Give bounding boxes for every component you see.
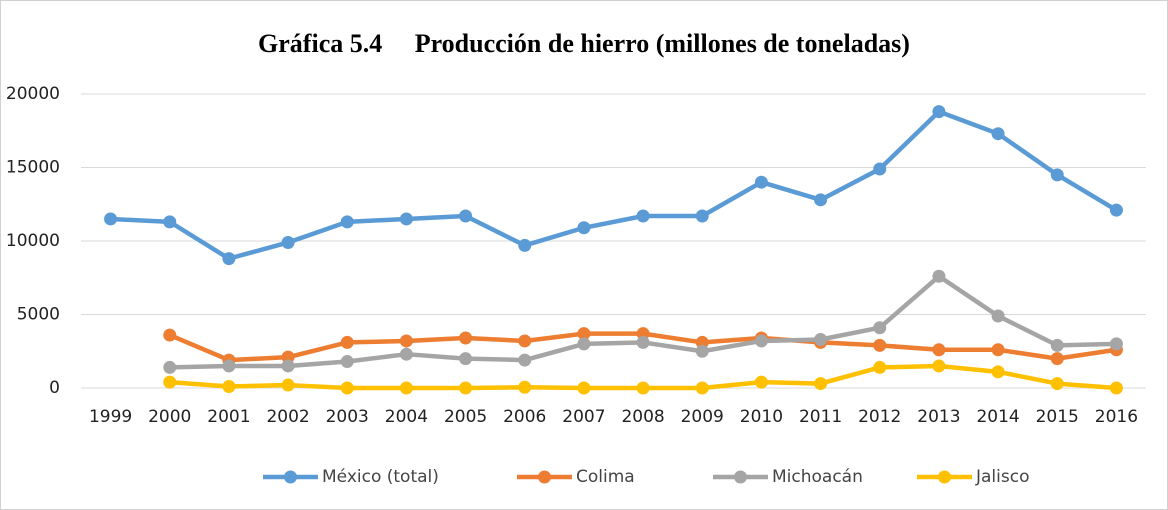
data-point: [636, 335, 650, 349]
data-point: [991, 309, 1005, 323]
data-point: [577, 221, 591, 235]
data-point: [814, 193, 828, 207]
data-point: [340, 381, 354, 395]
x-tick-label: 2008: [621, 407, 664, 427]
data-point: [1109, 203, 1123, 217]
data-point: [636, 209, 650, 223]
data-point: [754, 175, 768, 189]
data-point: [932, 269, 946, 283]
data-point: [695, 344, 709, 358]
data-point: [873, 360, 887, 374]
data-point: [577, 381, 591, 395]
x-tick-label: 2012: [858, 407, 901, 427]
data-point: [459, 331, 473, 345]
data-point: [518, 334, 532, 348]
x-tick-label: 2004: [385, 407, 428, 427]
x-tick-label: 1999: [89, 407, 132, 427]
data-point: [991, 365, 1005, 379]
data-point: [754, 375, 768, 389]
data-point: [163, 328, 177, 342]
legend-marker: [734, 470, 747, 484]
data-point: [281, 378, 295, 392]
data-point: [1109, 337, 1123, 351]
data-point: [577, 327, 591, 341]
data-point: [340, 335, 354, 349]
data-point: [991, 343, 1005, 357]
legend-label: Jalisco: [975, 467, 1029, 487]
x-tick-label: 2001: [207, 407, 250, 427]
x-tick-label: 2010: [740, 407, 783, 427]
x-tick-label: 2014: [976, 407, 1019, 427]
y-tick-label: 10000: [6, 231, 60, 251]
data-point: [873, 338, 887, 352]
x-tick-label: 2006: [503, 407, 546, 427]
chart-title: Gráfica 5.4 Producción de hierro (millon…: [258, 29, 910, 58]
data-point: [577, 337, 591, 351]
x-tick-label: 2000: [148, 407, 191, 427]
legend-marker: [284, 470, 297, 484]
data-point: [695, 381, 709, 395]
data-point: [222, 252, 236, 266]
legend-marker: [938, 470, 951, 484]
x-tick-label: 2007: [562, 407, 605, 427]
x-tick-label: 2015: [1036, 407, 1079, 427]
y-tick-label: 15000: [6, 158, 60, 178]
data-point: [399, 212, 413, 226]
x-tick-label: 2002: [266, 407, 309, 427]
series-line: [110, 109, 1118, 261]
data-point: [1050, 338, 1064, 352]
data-point: [104, 212, 118, 226]
data-point: [518, 380, 532, 394]
y-tick-label: 5000: [17, 305, 60, 325]
y-tick-label: 0: [49, 378, 60, 398]
x-tick-label: 2011: [799, 407, 842, 427]
data-point: [754, 334, 768, 348]
x-tick-label: 2003: [326, 407, 369, 427]
data-point: [340, 355, 354, 369]
data-point: [459, 352, 473, 366]
data-point: [399, 381, 413, 395]
data-point: [932, 105, 946, 119]
data-point: [459, 209, 473, 223]
data-point: [281, 359, 295, 373]
data-point: [636, 381, 650, 395]
data-point: [991, 127, 1005, 141]
data-point: [873, 321, 887, 335]
legend-marker: [538, 470, 551, 484]
data-point: [1050, 352, 1064, 366]
data-point: [163, 360, 177, 374]
data-point: [814, 377, 828, 391]
data-point: [1109, 381, 1123, 395]
data-point: [1050, 168, 1064, 182]
x-tick-label: 2013: [917, 407, 960, 427]
legend-label: Michoacán: [772, 467, 863, 487]
data-point: [814, 332, 828, 346]
data-point: [932, 359, 946, 373]
data-point: [163, 215, 177, 229]
data-point: [459, 381, 473, 395]
data-point: [222, 359, 236, 373]
legend-label: México (total): [322, 467, 439, 487]
data-point: [932, 343, 946, 357]
data-point: [518, 238, 532, 252]
data-point: [222, 380, 236, 394]
data-point: [399, 347, 413, 361]
data-point: [281, 235, 295, 249]
data-point: [340, 215, 354, 229]
data-point: [873, 162, 887, 176]
data-point: [518, 353, 532, 367]
data-point: [695, 209, 709, 223]
data-point: [1050, 377, 1064, 391]
legend-label: Colima: [576, 467, 635, 487]
x-tick-label: 2009: [681, 407, 724, 427]
y-tick-label: 20000: [6, 84, 60, 104]
data-point: [399, 334, 413, 348]
x-tick-label: 2005: [444, 407, 487, 427]
data-point: [163, 375, 177, 389]
x-tick-label: 2016: [1095, 407, 1138, 427]
legend: México (total) Colima Michoacán Jalisco: [263, 467, 1029, 487]
